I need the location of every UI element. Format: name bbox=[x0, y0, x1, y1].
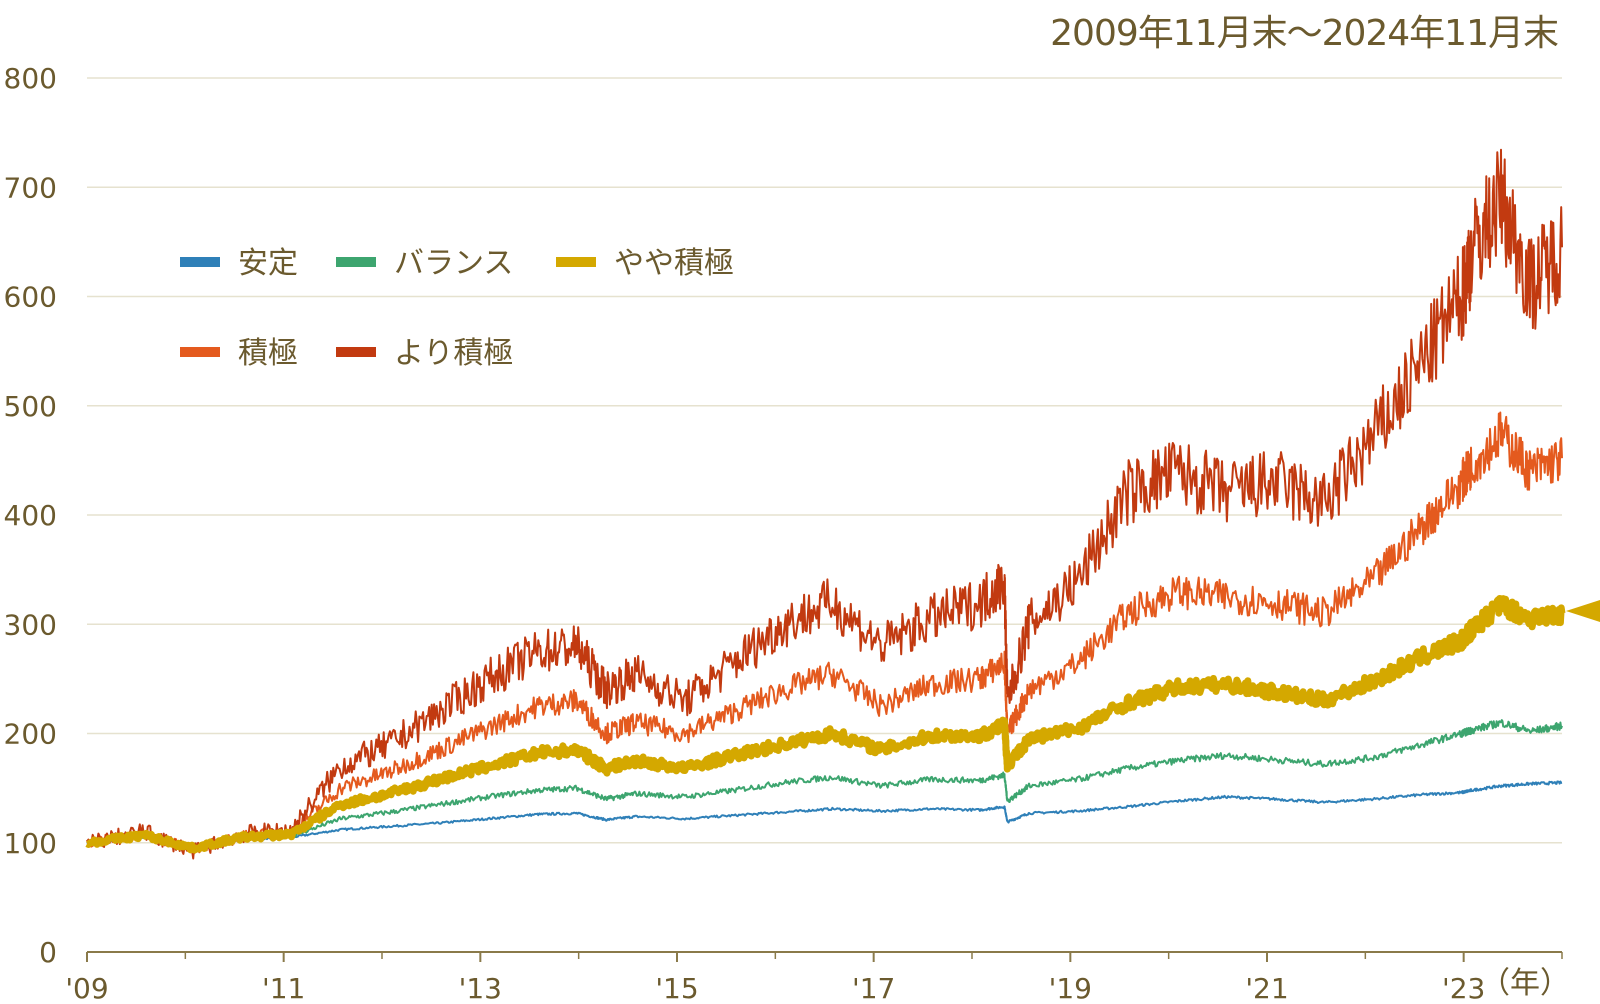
legend-label: 安定 bbox=[238, 246, 298, 281]
x-tick-label: '15 bbox=[655, 972, 698, 1004]
y-tick-label: 700 bbox=[4, 171, 57, 204]
legend-label: より積極 bbox=[394, 336, 513, 371]
series-line-1 bbox=[86, 780, 1563, 848]
series-line-3 bbox=[84, 595, 1566, 854]
x-tick-label: '19 bbox=[1049, 972, 1092, 1004]
x-axis: '09 '11 '13 '15 '17 '19 '21 '23 bbox=[65, 951, 1563, 1004]
x-tick-label: '09 bbox=[65, 972, 108, 1004]
x-tick-label: '11 bbox=[262, 972, 305, 1004]
y-tick-label: 500 bbox=[4, 390, 57, 423]
x-tick-label: '21 bbox=[1245, 972, 1288, 1004]
x-unit-label: （年） bbox=[1480, 966, 1570, 1001]
series-line-2 bbox=[86, 719, 1563, 849]
period-label: 2009年11月末〜2024年11月末 bbox=[1050, 13, 1559, 54]
y-axis: 0 100 200 300 400 500 600 700 800 bbox=[4, 62, 57, 969]
y-tick-label: 200 bbox=[4, 718, 57, 751]
legend-label: 積極 bbox=[238, 336, 298, 371]
series-line-5 bbox=[86, 148, 1563, 860]
legend-swatch bbox=[180, 347, 220, 357]
current-value-marker bbox=[1566, 600, 1600, 622]
legend-swatch bbox=[180, 257, 220, 267]
x-tick-label: '13 bbox=[459, 972, 502, 1004]
y-tick-label: 600 bbox=[4, 281, 57, 314]
series-line-4 bbox=[86, 411, 1563, 855]
y-tick-label: 300 bbox=[4, 608, 57, 641]
series-lines bbox=[84, 148, 1566, 860]
legend-swatch bbox=[556, 257, 596, 267]
y-tick-label: 400 bbox=[4, 499, 57, 532]
y-tick-label: 100 bbox=[4, 827, 57, 860]
x-tick-label: '23 bbox=[1442, 972, 1485, 1004]
legend-swatch bbox=[336, 347, 376, 357]
legend-label: バランス bbox=[394, 246, 513, 281]
legend-label: やや積極 bbox=[614, 246, 734, 281]
legend-swatch bbox=[336, 257, 376, 267]
y-tick-label: 0 bbox=[39, 936, 57, 969]
y-tick-label: 800 bbox=[4, 62, 57, 95]
x-tick-label: '17 bbox=[852, 972, 895, 1004]
